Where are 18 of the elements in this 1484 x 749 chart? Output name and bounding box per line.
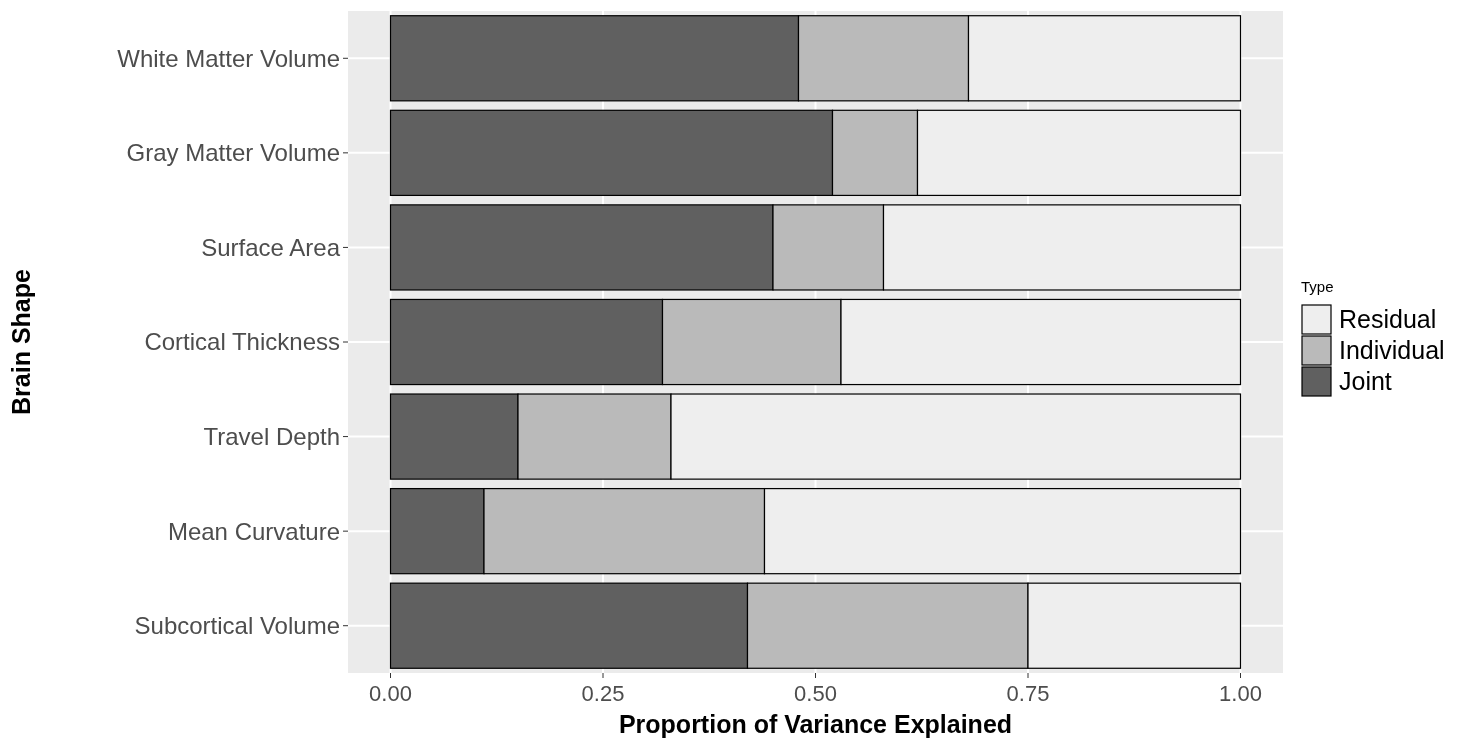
y-tick-label: Surface Area — [201, 233, 341, 261]
y-tick-label: Mean Curvature — [167, 517, 340, 545]
y-tick-label: Cortical Thickness — [144, 328, 340, 356]
legend-label: Joint — [1339, 367, 1392, 395]
y-tick-label: White Matter Volume — [117, 44, 340, 72]
x-tick-label: 0.25 — [581, 681, 625, 706]
x-axis-title: Proportion of Variance Explained — [618, 710, 1013, 738]
y-tick-label: Gray Matter Volume — [126, 139, 340, 167]
y-axis-title: Brain Shape — [7, 268, 35, 415]
y-tick-label: Subcortical Volume — [134, 612, 340, 640]
legend-label: Individual — [1339, 336, 1445, 364]
legend-label: Residual — [1339, 305, 1437, 333]
x-tick-label: 0.75 — [1006, 681, 1050, 706]
x-tick-label: 0.00 — [369, 681, 412, 706]
x-tick-label: 1.00 — [1219, 681, 1262, 706]
legend-title: Type — [1301, 278, 1334, 295]
y-tick-label: Travel Depth — [203, 422, 340, 450]
x-tick-label: 0.50 — [794, 681, 837, 706]
